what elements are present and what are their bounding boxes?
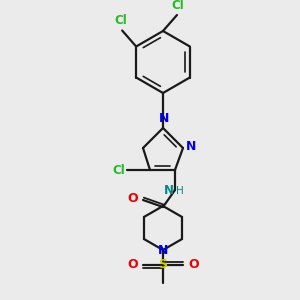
Text: Cl: Cl <box>115 14 128 28</box>
Text: O: O <box>128 193 138 206</box>
Text: H: H <box>176 186 184 196</box>
Text: Cl: Cl <box>172 0 184 12</box>
Text: Cl: Cl <box>112 164 125 176</box>
Text: N: N <box>159 112 169 125</box>
Text: S: S <box>158 259 167 272</box>
Text: N: N <box>164 184 174 196</box>
Text: O: O <box>128 257 138 271</box>
Text: N: N <box>186 140 196 154</box>
Text: O: O <box>188 257 199 271</box>
Text: N: N <box>158 244 168 256</box>
